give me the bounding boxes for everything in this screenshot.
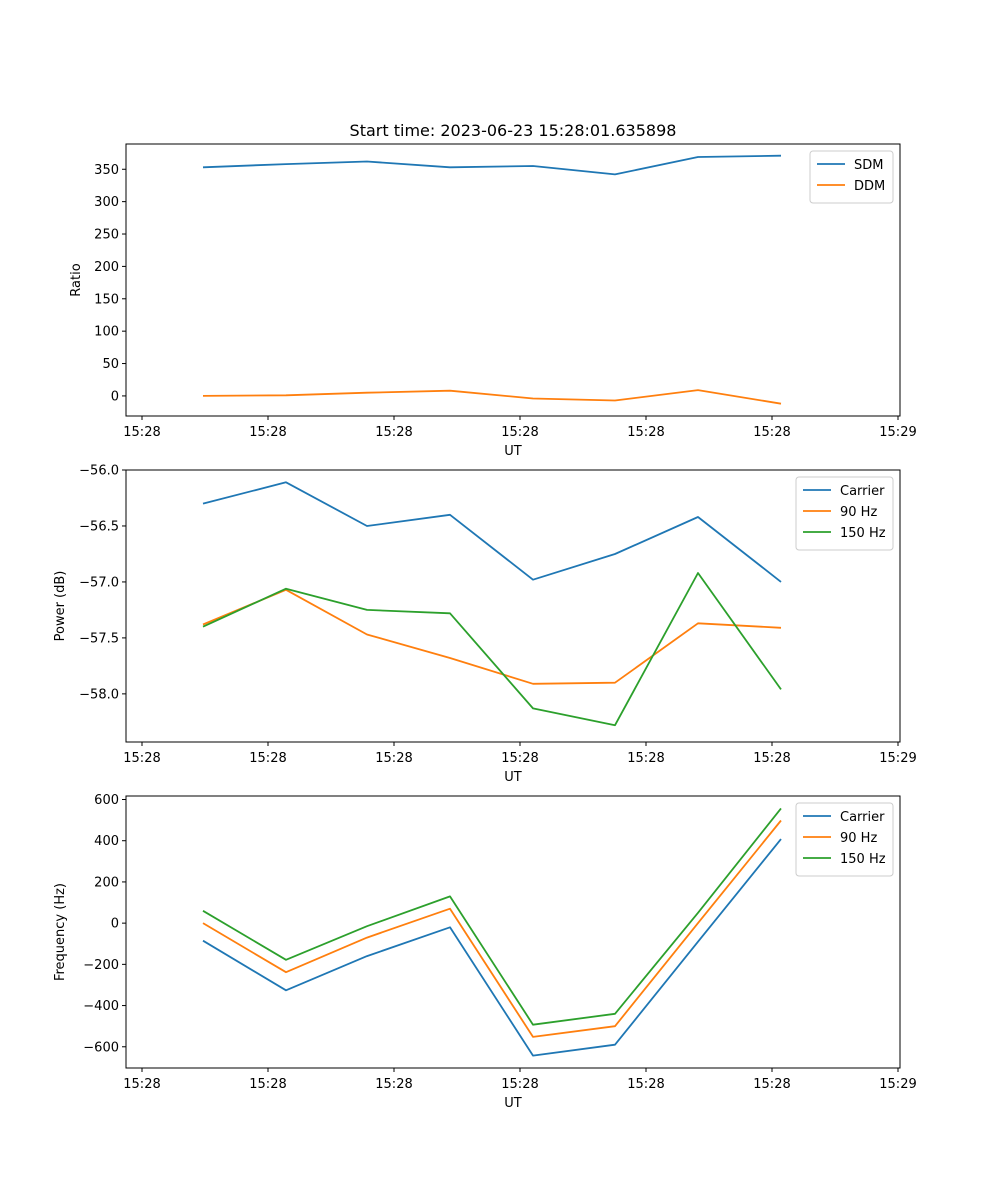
y-tick-label: −57.0 <box>79 575 119 590</box>
y-tick-label: 100 <box>94 325 119 340</box>
legend-label: 150 Hz <box>840 852 886 867</box>
x-tick-label: 15:28 <box>501 751 538 766</box>
y-tick-label: −56.0 <box>79 464 119 479</box>
x-tick-label: 15:29 <box>879 425 916 440</box>
legend-label: 150 Hz <box>840 526 886 541</box>
series-line-sdm <box>202 154 782 176</box>
y-tick-label: −58.0 <box>79 687 119 702</box>
series-line-carrier <box>202 481 782 583</box>
series-line-90-hz <box>202 819 782 1038</box>
series-line-ddm <box>202 389 782 405</box>
x-tick-label: 15:28 <box>501 425 538 440</box>
x-tick-label: 15:28 <box>375 1077 412 1092</box>
x-tick-label: 15:28 <box>123 751 160 766</box>
axes-frame <box>125 795 901 1069</box>
y-tick-label: 300 <box>94 195 119 210</box>
series-line-carrier <box>202 838 782 1057</box>
y-tick-label: 0 <box>111 917 119 932</box>
y-tick-label: 250 <box>94 228 119 243</box>
panel-1: 15:28 15:28 15:28 15:28 15:28 15:28 15:29 0 50 10… <box>69 121 917 459</box>
y-tick-label: 400 <box>94 834 119 849</box>
x-tick-label: 15:28 <box>501 1077 538 1092</box>
series-line-90-hz <box>202 588 782 685</box>
chart-title: Start time: 2023-06-23 15:28:01.635898 <box>350 121 677 140</box>
legend-label: Carrier <box>840 810 885 825</box>
y-tick-label: 50 <box>102 357 119 372</box>
legend-label: SDM <box>854 158 883 173</box>
y-tick-label: 150 <box>94 292 119 307</box>
x-tick-label: 15:28 <box>249 425 286 440</box>
series-line-150-hz <box>202 807 782 1026</box>
y-tick-label: 200 <box>94 260 119 275</box>
x-axis-label: UT <box>504 1096 522 1111</box>
legend-label: DDM <box>854 179 885 194</box>
x-axis-label: UT <box>504 770 522 785</box>
legend-label: 90 Hz <box>840 505 877 520</box>
x-axis-label: UT <box>504 444 522 459</box>
axes-frame <box>125 143 901 417</box>
x-tick-label: 15:28 <box>123 425 160 440</box>
x-tick-label: 15:28 <box>375 751 412 766</box>
y-tick-label: −57.5 <box>79 631 119 646</box>
x-tick-label: 15:28 <box>627 751 664 766</box>
legend-label: 90 Hz <box>840 831 877 846</box>
legend-label: Carrier <box>840 484 885 499</box>
y-axis-label: Frequency (Hz) <box>53 883 68 981</box>
axes-frame <box>125 469 901 743</box>
x-tick-label: 15:28 <box>123 1077 160 1092</box>
y-tick-label: 200 <box>94 875 119 890</box>
series-line-150-hz <box>202 572 782 727</box>
y-axis-label: Power (dB) <box>53 571 68 642</box>
y-axis-label: Ratio <box>69 263 84 296</box>
x-tick-label: 15:29 <box>879 1077 916 1092</box>
x-tick-label: 15:28 <box>375 425 412 440</box>
y-tick-label: 0 <box>111 389 119 404</box>
y-tick-label: −200 <box>83 958 119 973</box>
x-tick-label: 15:28 <box>249 1077 286 1092</box>
panel-2: 15:28 15:28 15:28 15:28 15:28 15:28 15:29 −58.0… <box>53 464 917 786</box>
x-tick-label: 15:28 <box>627 1077 664 1092</box>
y-tick-label: −600 <box>83 1040 119 1055</box>
y-tick-label: −56.5 <box>79 519 119 534</box>
x-tick-label: 15:28 <box>627 425 664 440</box>
x-tick-label: 15:28 <box>249 751 286 766</box>
x-tick-label: 15:28 <box>753 425 790 440</box>
x-tick-label: 15:28 <box>753 751 790 766</box>
y-tick-label: 600 <box>94 793 119 808</box>
x-tick-label: 15:28 <box>753 1077 790 1092</box>
y-tick-label: 350 <box>94 163 119 178</box>
y-tick-label: −400 <box>83 999 119 1014</box>
x-tick-label: 15:29 <box>879 751 916 766</box>
panel-3: 15:28 15:28 15:28 15:28 15:28 15:28 15:29 −600 −… <box>53 793 917 1111</box>
